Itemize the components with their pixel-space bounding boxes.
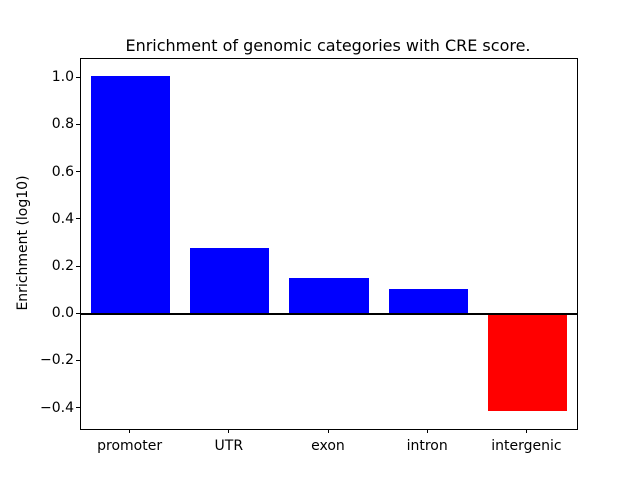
y-tick-mark <box>76 359 80 361</box>
y-tick-label: 0.8 <box>51 116 74 133</box>
x-tick-mark <box>228 429 230 433</box>
x-tick-mark <box>129 429 131 433</box>
y-tick-label: 0.2 <box>51 258 74 275</box>
bar-UTR <box>190 248 270 315</box>
y-tick-mark <box>76 171 80 173</box>
bar-promoter <box>90 75 171 315</box>
y-tick-mark <box>76 265 80 267</box>
y-tick-mark <box>76 76 80 78</box>
x-tick-mark <box>426 429 428 433</box>
zero-line <box>81 312 577 316</box>
x-tick-label-UTR: UTR <box>214 438 244 454</box>
x-tick-label-intron: intron <box>406 438 448 454</box>
chart-title: Enrichment of genomic categories with CR… <box>125 36 531 55</box>
y-axis-label: Enrichment (log10) <box>15 175 31 311</box>
bar-intron <box>388 289 468 315</box>
y-tick-label: 0.0 <box>51 305 74 322</box>
y-tick-label: 0.6 <box>51 163 74 180</box>
y-tick-label: 0.4 <box>51 210 74 227</box>
y-tick-mark <box>76 407 80 409</box>
x-tick-label-promoter: promoter <box>97 438 163 454</box>
x-tick-label-exon: exon <box>311 438 345 454</box>
y-tick-label: −0.2 <box>40 352 74 369</box>
y-tick-label: 1.0 <box>51 69 74 86</box>
y-tick-mark <box>76 123 80 125</box>
x-tick-label-intergenic: intergenic <box>491 438 562 454</box>
bar-exon <box>289 277 369 315</box>
bar-intergenic <box>487 314 568 412</box>
plot-area <box>80 58 578 430</box>
y-tick-mark <box>76 312 80 314</box>
x-tick-mark <box>327 429 329 433</box>
y-tick-mark <box>76 218 80 220</box>
y-tick-label: −0.4 <box>40 399 74 416</box>
x-tick-mark <box>525 429 527 433</box>
